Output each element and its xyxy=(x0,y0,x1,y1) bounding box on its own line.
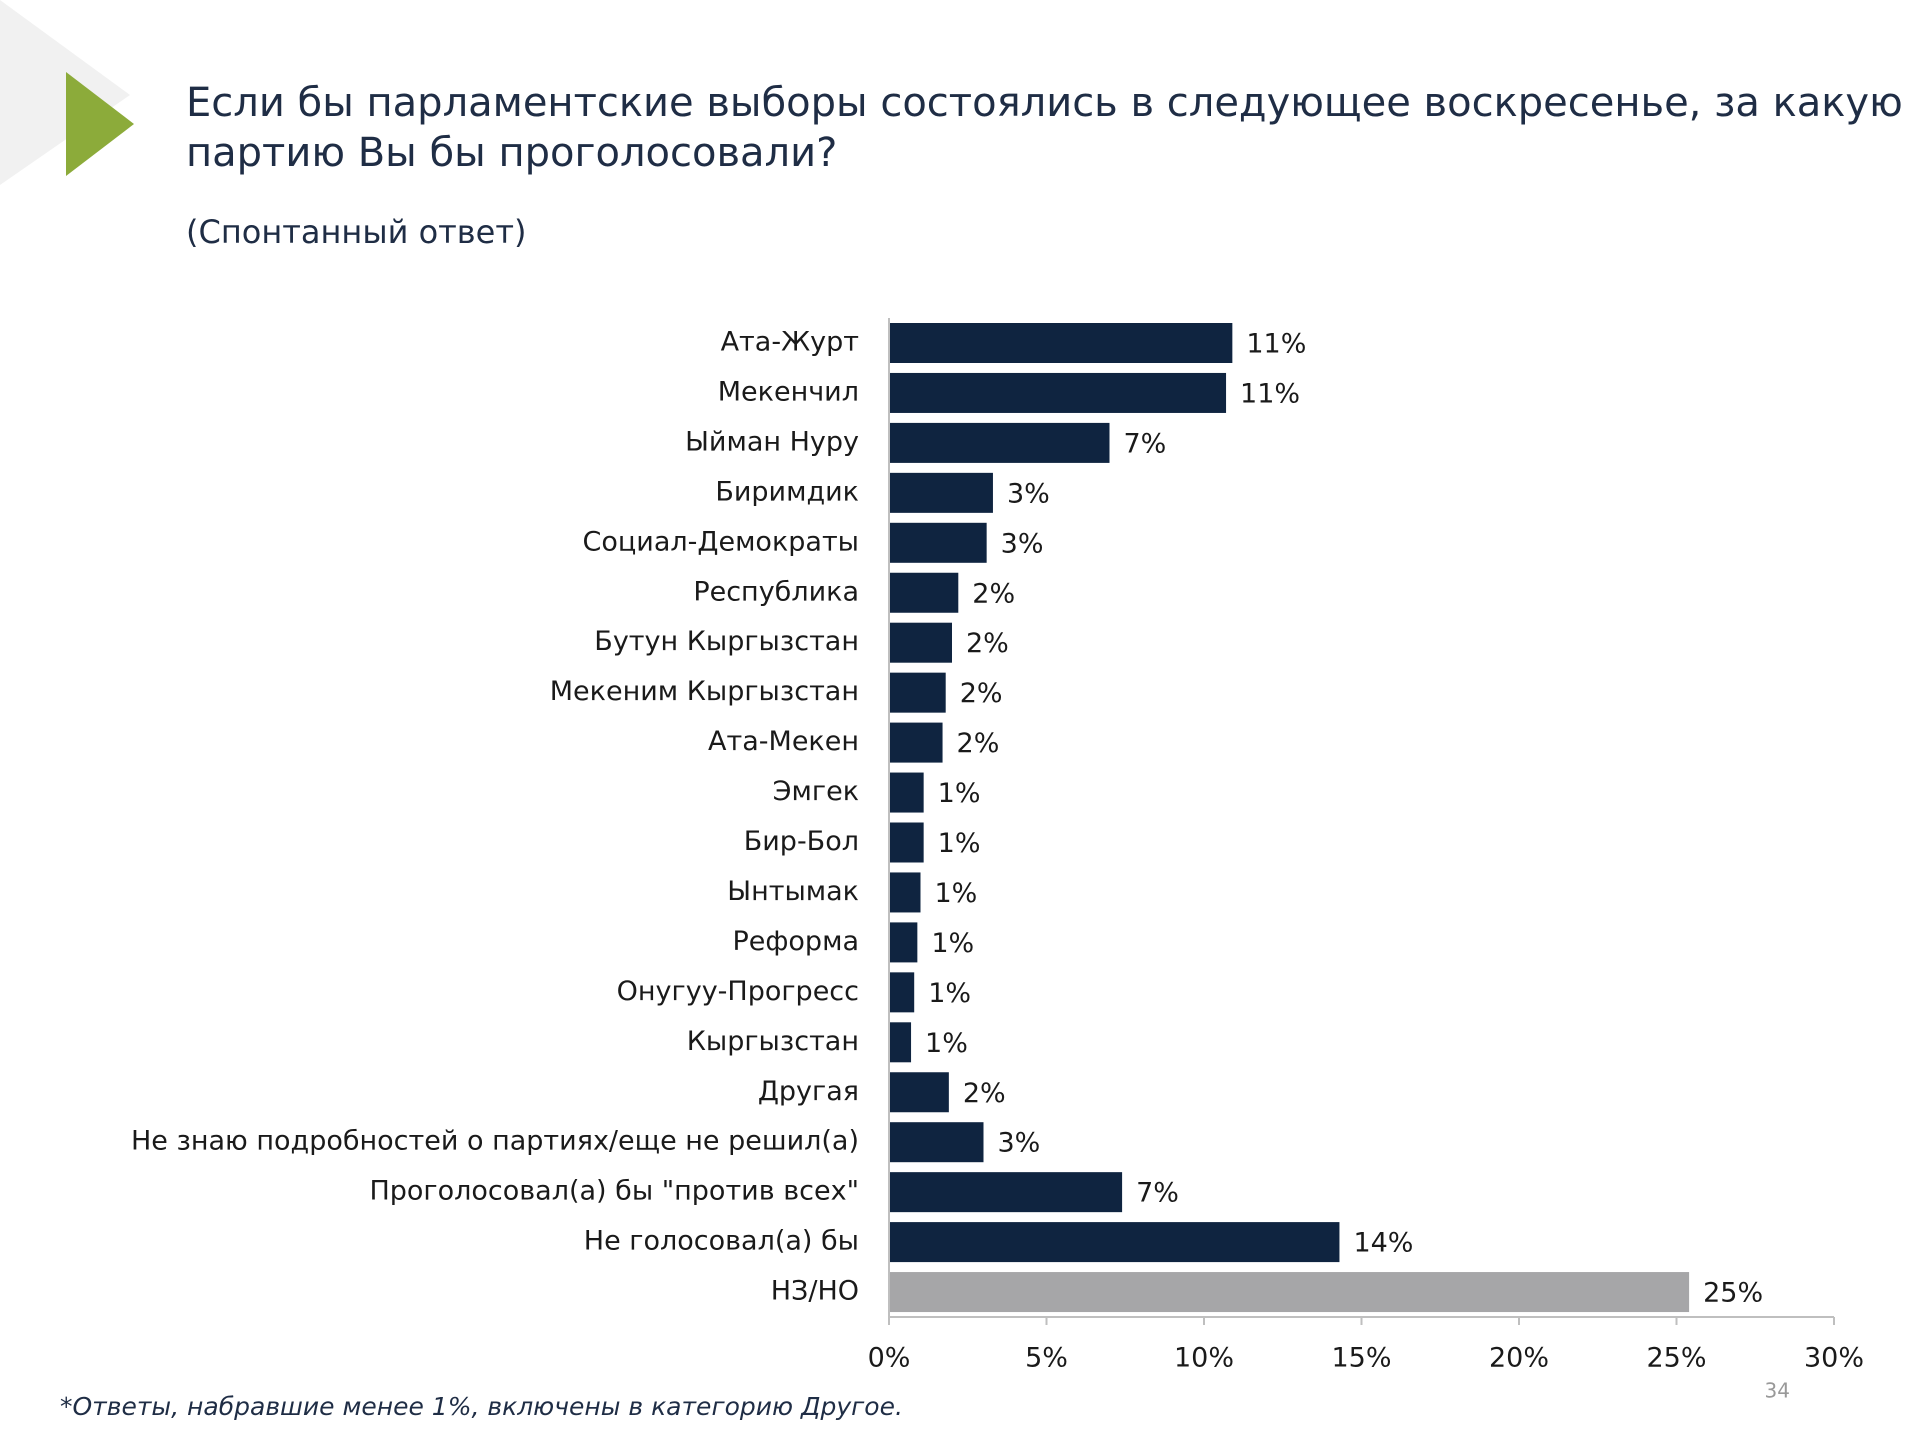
category-label: Республика xyxy=(693,576,859,607)
category-label: Другая xyxy=(758,1076,859,1107)
decor xyxy=(0,0,130,185)
category-label: Биримдик xyxy=(715,476,859,507)
value-label: 14% xyxy=(1353,1228,1413,1259)
value-label: 2% xyxy=(972,578,1015,609)
x-tick-label: 0% xyxy=(868,1343,911,1374)
category-label: Ынтымак xyxy=(727,876,859,907)
arrow-icon xyxy=(66,72,134,176)
bar xyxy=(889,572,959,613)
bar xyxy=(889,1222,1340,1263)
value-label: 2% xyxy=(966,628,1009,659)
category-label: Онугуу-Прогресс xyxy=(617,976,859,1007)
category-label: Проголосовал(а) бы "против всех" xyxy=(369,1176,859,1207)
bar xyxy=(889,672,946,713)
subtitle: (Спонтанный ответ) xyxy=(186,213,526,251)
title-line-2: партию Вы бы проголосовали? xyxy=(186,130,837,176)
value-label: 11% xyxy=(1246,329,1306,360)
x-tick-label: 10% xyxy=(1174,1343,1234,1374)
category-label: Ата-Журт xyxy=(721,327,859,358)
bar xyxy=(889,972,915,1013)
bar xyxy=(889,1272,1690,1313)
bar xyxy=(889,822,924,863)
value-label: 11% xyxy=(1240,378,1300,409)
bar xyxy=(889,422,1110,463)
category-label: Не голосовал(а) бы xyxy=(584,1226,859,1257)
bar xyxy=(889,922,918,963)
value-label: 2% xyxy=(960,678,1003,709)
category-label: Ата-Мекен xyxy=(708,726,859,757)
bar xyxy=(889,372,1227,413)
value-label: 2% xyxy=(963,1078,1006,1109)
category-label: Ыйман Нуру xyxy=(685,426,859,457)
value-label: 3% xyxy=(998,1128,1041,1159)
category-label: НЗ/НО xyxy=(771,1276,859,1307)
value-label: 2% xyxy=(957,728,1000,759)
category-label: Бутун Кыргызстан xyxy=(594,626,859,657)
value-label: 1% xyxy=(938,778,981,809)
value-label: 3% xyxy=(1001,528,1044,559)
bar xyxy=(889,872,921,913)
value-label: 7% xyxy=(1124,428,1167,459)
value-label: 1% xyxy=(931,928,974,959)
value-label: 7% xyxy=(1136,1178,1179,1209)
category-label: Не знаю подробностей о партиях/еще не ре… xyxy=(131,1126,859,1157)
x-tick-label: 5% xyxy=(1025,1343,1068,1374)
value-label: 1% xyxy=(938,828,981,859)
x-tick-label: 15% xyxy=(1331,1343,1391,1374)
bar xyxy=(889,1022,912,1063)
bar xyxy=(889,472,993,513)
value-label: 3% xyxy=(1007,478,1050,509)
bar xyxy=(889,1122,984,1163)
bar xyxy=(889,1072,949,1113)
value-label: 1% xyxy=(925,1028,968,1059)
x-tick-label: 20% xyxy=(1489,1343,1549,1374)
category-label: Кыргызстан xyxy=(687,1026,859,1057)
bar xyxy=(889,522,987,563)
category-label: Мекенчил xyxy=(718,376,859,407)
category-label: Социал-Демократы xyxy=(583,526,859,557)
value-label: 1% xyxy=(935,878,978,909)
category-label: Бир-Бол xyxy=(744,826,859,857)
page-number: 34 xyxy=(1765,1379,1790,1403)
value-label: 25% xyxy=(1703,1278,1763,1309)
footnote: *Ответы, набравшие менее 1%, включены в … xyxy=(60,1392,903,1421)
category-label: Реформа xyxy=(732,926,859,957)
x-tick-label: 30% xyxy=(1804,1343,1864,1374)
value-label: 1% xyxy=(928,978,971,1009)
bar xyxy=(889,323,1233,363)
category-label: Эмгек xyxy=(773,776,859,807)
bar xyxy=(889,772,924,813)
category-label: Мекеним Кыргызстан xyxy=(550,676,859,707)
x-tick-label: 25% xyxy=(1646,1343,1706,1374)
title-line-1: Если бы парламентские выборы состоялись … xyxy=(186,80,1903,126)
bar xyxy=(889,1172,1123,1213)
bar xyxy=(889,622,952,663)
bar xyxy=(889,722,943,763)
